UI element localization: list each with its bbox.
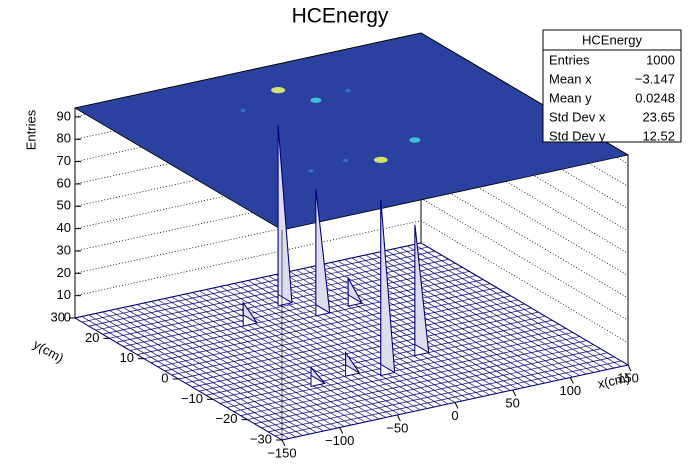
z-tick-label: 0 [64,309,71,324]
peak-side [380,200,396,374]
y-axis-label: y(cm) [31,336,67,365]
x-tick-label: 100 [559,383,581,398]
mesh-line [102,258,449,335]
mesh-line [226,332,573,408]
hot-spot [409,137,421,143]
mesh-line [192,311,539,388]
mesh-line [74,242,422,319]
mesh-line [261,352,608,429]
mesh-line [143,283,491,360]
peak-side [310,366,326,384]
hot-spot [343,158,349,163]
y-tick-label: −10 [181,391,203,406]
hot-spot [373,156,388,164]
y-tick-label: −20 [215,411,237,426]
x-tick-label: −150 [267,445,296,460]
hot-spot [310,97,322,103]
mesh-line [199,315,546,392]
mesh-line [116,267,463,343]
z-tick-label: 30 [57,242,71,257]
stats-title: HCEnergy [582,32,642,47]
z-tick-label: 90 [57,108,71,123]
x-tick [627,364,632,372]
mesh-line [123,271,470,347]
z-tick-label: 60 [57,175,71,190]
hot-spot [345,88,351,93]
hot-spot [308,169,314,173]
mesh-line [254,348,601,425]
mesh-line [171,299,518,376]
stats-value: 0.0248 [635,90,675,105]
z-axis-label: Entries [23,109,38,150]
stats-value: 12.52 [642,128,675,143]
peak-side [242,300,258,324]
mesh-line [178,303,525,380]
x-tick [339,427,344,434]
grid-line [74,220,629,344]
peak-side [347,276,364,305]
z-tick-label: 70 [57,153,71,168]
x-tick-label: 0 [451,408,458,423]
z-tick-label: 20 [57,265,71,280]
mesh-line [268,356,615,433]
mesh-line [185,307,532,384]
hot-spot [240,108,246,113]
x-tick-label: 50 [505,395,519,410]
z-tick-label: 40 [57,220,71,235]
top-plane [73,32,630,231]
mesh-line [164,295,511,372]
mesh-line [233,336,580,412]
x-tick-label: −50 [386,420,408,435]
stats-label: Mean x [549,71,592,86]
peak-side [277,125,293,304]
y-tick-label: 20 [85,330,99,345]
y-tick-label: 10 [120,350,134,365]
mesh-line [206,319,553,396]
x-tick [569,377,574,384]
y-tick-label: 30 [51,309,65,324]
x-tick [454,402,459,409]
z-tick-label: 80 [57,131,71,146]
stats-label: Entries [549,52,590,67]
mesh-line [157,291,504,368]
x-tick-label: −100 [325,433,354,448]
mesh-line [88,250,435,327]
mesh-line [81,246,428,323]
mesh-line [275,360,622,437]
stats-label: Std Dev y [549,128,606,143]
mesh-line [150,287,497,364]
stats-value: −3.147 [635,71,675,86]
stats-label: Mean y [549,90,592,105]
stats-value: 23.65 [642,109,675,124]
mesh-line [240,340,587,416]
y-tick-label: −30 [250,431,272,446]
stats-label: Std Dev x [549,109,606,124]
peak-side [414,224,430,354]
chart-title: HCEnergy [292,5,389,28]
peak-side [315,189,331,314]
x-tick [512,389,517,397]
mesh-line [137,279,484,355]
z-tick-label: 10 [57,287,71,302]
peak-side [345,351,360,374]
hot-spot [271,86,286,94]
x-tick [396,414,401,422]
x-tick [281,439,286,447]
mesh-line [247,344,594,421]
stats-box [542,29,682,143]
x-tick-label: 150 [617,370,639,385]
x-axis-label: x(cm) [596,370,631,391]
z-tick-label: 50 [57,198,71,213]
y-tick-label: 0 [161,370,168,385]
stats-value: 1000 [646,52,675,67]
